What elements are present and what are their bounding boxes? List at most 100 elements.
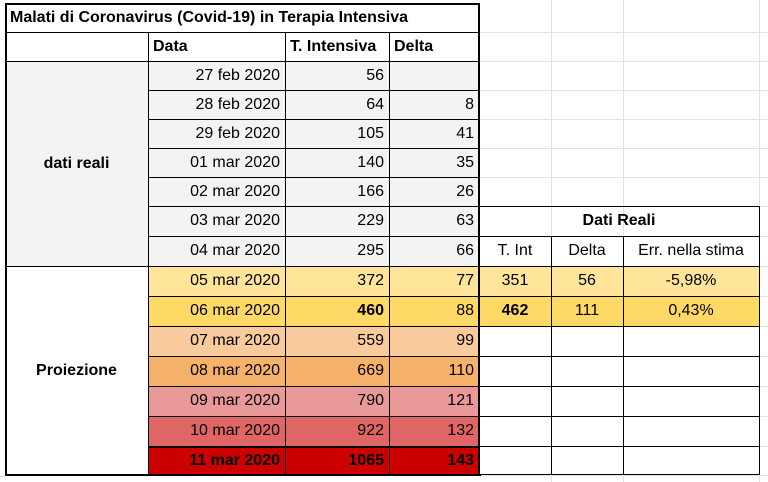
grid-line: [148, 446, 479, 448]
header-intensiva[interactable]: T. Intensiva: [290, 37, 377, 55]
empty-cell[interactable]: [551, 446, 623, 475]
header-empty[interactable]: [5, 32, 148, 61]
grid-line: [148, 119, 479, 120]
row-value[interactable]: 105: [285, 119, 389, 148]
real-tint[interactable]: 351: [479, 266, 551, 296]
row-delta[interactable]: 143: [389, 446, 479, 475]
real-tint[interactable]: 462: [479, 296, 551, 326]
empty-cell[interactable]: [479, 326, 551, 356]
row-date[interactable]: 01 mar 2020: [148, 148, 285, 177]
row-value[interactable]: 460: [285, 296, 389, 326]
empty-cell[interactable]: [551, 326, 623, 356]
row-value[interactable]: 140: [285, 148, 389, 177]
row-value[interactable]: 1065: [285, 446, 389, 475]
grid-line: [389, 32, 390, 475]
empty-cell[interactable]: [551, 356, 623, 386]
empty-cell[interactable]: [623, 386, 759, 416]
sheet-title[interactable]: Malati di Coronavirus (Covid-19) in Tera…: [10, 8, 409, 26]
row-delta[interactable]: 77: [389, 266, 479, 296]
row-date[interactable]: 28 feb 2020: [148, 90, 285, 119]
grid-line: [148, 177, 479, 178]
grid-line: [148, 386, 479, 387]
grid-line: [551, 236, 552, 475]
empty-cell[interactable]: [623, 326, 759, 356]
real-header-delta[interactable]: Delta: [568, 242, 606, 259]
real-err[interactable]: -5,98%: [623, 266, 759, 296]
grid-line: [5, 3, 7, 475]
empty-cell[interactable]: [623, 416, 759, 446]
row-value[interactable]: 64: [285, 90, 389, 119]
group-proiezione[interactable]: Proiezione: [36, 361, 117, 379]
row-value[interactable]: 559: [285, 326, 389, 356]
group-dati-reali[interactable]: dati reali: [5, 61, 148, 266]
row-date[interactable]: 29 feb 2020: [148, 119, 285, 148]
row-delta[interactable]: 132: [389, 416, 479, 446]
row-delta[interactable]: [389, 61, 479, 90]
row-value[interactable]: 229: [285, 206, 389, 236]
row-delta[interactable]: 41: [389, 119, 479, 148]
row-date[interactable]: 04 mar 2020: [148, 236, 285, 266]
header-delta[interactable]: Delta: [394, 37, 434, 55]
grid-line: [479, 326, 759, 327]
grid-line: [148, 416, 479, 417]
empty-cell[interactable]: [551, 386, 623, 416]
row-value[interactable]: 295: [285, 236, 389, 266]
grid-line: [759, 206, 760, 475]
real-data-title[interactable]: Dati Reali: [582, 212, 656, 229]
row-date[interactable]: 07 mar 2020: [148, 326, 285, 356]
real-header-tint[interactable]: T. Int: [497, 242, 533, 259]
real-delta[interactable]: 56: [551, 266, 623, 296]
row-delta[interactable]: 66: [389, 236, 479, 266]
grid-line: [148, 296, 479, 297]
row-delta[interactable]: 99: [389, 326, 479, 356]
grid-line: [148, 356, 479, 357]
row-delta[interactable]: 121: [389, 386, 479, 416]
row-date[interactable]: 27 feb 2020: [148, 61, 285, 90]
empty-cell[interactable]: [479, 386, 551, 416]
row-date[interactable]: 09 mar 2020: [148, 386, 285, 416]
empty-cell[interactable]: [551, 416, 623, 446]
row-delta[interactable]: 88: [389, 296, 479, 326]
row-value[interactable]: 56: [285, 61, 389, 90]
empty-cell[interactable]: [623, 356, 759, 386]
row-delta[interactable]: 8: [389, 90, 479, 119]
grid-line: [479, 474, 759, 475]
grid-line: [148, 90, 479, 91]
grid-line: [148, 206, 479, 207]
grid-line: [5, 474, 481, 476]
grid-line: [0, 476, 5, 477]
empty-cell[interactable]: [479, 416, 551, 446]
row-date[interactable]: 05 mar 2020: [148, 266, 285, 296]
grid-line: [479, 416, 759, 417]
row-value[interactable]: 922: [285, 416, 389, 446]
empty-cell[interactable]: [623, 446, 759, 475]
row-delta[interactable]: 63: [389, 206, 479, 236]
row-delta[interactable]: 110: [389, 356, 479, 386]
row-delta[interactable]: 26: [389, 177, 479, 206]
real-err[interactable]: 0,43%: [623, 296, 759, 326]
row-date[interactable]: 10 mar 2020: [148, 416, 285, 446]
row-date[interactable]: 03 mar 2020: [148, 206, 285, 236]
row-delta[interactable]: 35: [389, 148, 479, 177]
real-header-err[interactable]: Err. nella stima: [638, 242, 744, 259]
grid-line: [285, 32, 286, 475]
grid-line: [479, 206, 759, 207]
grid-line: [5, 266, 479, 267]
row-value[interactable]: 166: [285, 177, 389, 206]
real-delta[interactable]: 111: [551, 296, 623, 326]
empty-cell[interactable]: [479, 356, 551, 386]
row-date[interactable]: 06 mar 2020: [148, 296, 285, 326]
grid-line: [478, 3, 480, 475]
grid-line: [479, 386, 759, 387]
row-value[interactable]: 669: [285, 356, 389, 386]
grid-line: [148, 148, 479, 149]
row-value[interactable]: 790: [285, 386, 389, 416]
row-date[interactable]: 08 mar 2020: [148, 356, 285, 386]
row-date[interactable]: 02 mar 2020: [148, 177, 285, 206]
row-value[interactable]: 372: [285, 266, 389, 296]
header-data[interactable]: Data: [153, 37, 188, 55]
row-date[interactable]: 11 mar 2020: [148, 446, 285, 475]
grid-line: [479, 236, 759, 237]
empty-cell[interactable]: [479, 446, 551, 475]
grid-line: [148, 32, 149, 475]
